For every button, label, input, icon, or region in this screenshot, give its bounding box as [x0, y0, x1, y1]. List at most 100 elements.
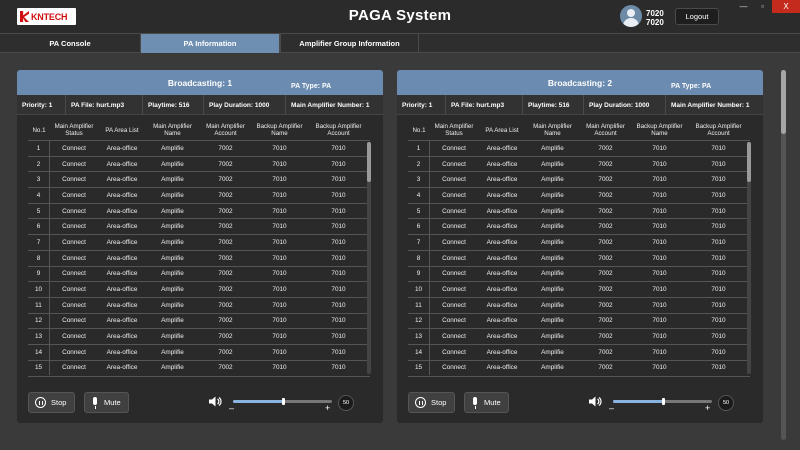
- table-cell: 7010: [711, 333, 726, 341]
- table-row[interactable]: 3 Connect Area-office Amplifie 7002 7010 7010: [28, 171, 370, 188]
- table-cell: 7010: [711, 254, 726, 262]
- table-cell: 7010: [272, 176, 287, 184]
- restore-button[interactable]: ▫: [761, 2, 764, 11]
- speaker-icon[interactable]: [208, 395, 222, 408]
- page-scrollbar-thumb[interactable]: [781, 70, 786, 134]
- tab-pa-console[interactable]: PA Console: [0, 34, 141, 53]
- table-bottom-border: [408, 376, 750, 377]
- table-row[interactable]: 13 Connect Area-office Amplifie 7002 7010 7010: [408, 328, 750, 344]
- table-cell: 15: [28, 360, 50, 376]
- pause-circle-icon: [35, 397, 46, 408]
- table-row[interactable]: 12 Connect Area-office Amplifie 7002 7010 7010: [408, 312, 750, 329]
- table-cell: Amplifie: [541, 144, 564, 152]
- table-row[interactable]: 6 Connect Area-office Amplifie 7002 7010 7010: [28, 218, 370, 235]
- volume-down-icon[interactable]: –: [609, 403, 615, 413]
- page-scrollbar[interactable]: [781, 70, 786, 440]
- table-row[interactable]: 1 Connect Area-office Amplifie 7002 7010 7010: [28, 140, 370, 156]
- playtime: Playtime: 516: [523, 95, 584, 115]
- table-cell: 7010: [272, 301, 287, 309]
- volume-up-icon[interactable]: +: [325, 403, 331, 413]
- volume-slider[interactable]: [613, 398, 712, 405]
- table-cell: Area-office: [106, 348, 138, 356]
- table-row[interactable]: 14 Connect Area-office Amplifie 7002 7010 7010: [28, 343, 370, 360]
- user-account-numbers: 7020 7020: [646, 9, 664, 27]
- table-row[interactable]: 11 Connect Area-office Amplifie 7002 7010 7010: [408, 296, 750, 313]
- main-amplifier-number: Main Amplifier Number: 1: [291, 101, 370, 109]
- tab-pa-information[interactable]: PA Information: [141, 34, 280, 53]
- mute-button[interactable]: Mute: [84, 392, 129, 413]
- minimize-button[interactable]: —: [739, 2, 748, 11]
- table-row[interactable]: 6 Connect Area-office Amplifie 7002 7010 7010: [408, 218, 750, 235]
- table-cell: 7010: [272, 191, 287, 199]
- stop-button[interactable]: Stop: [408, 392, 455, 413]
- stop-button[interactable]: Stop: [28, 392, 75, 413]
- panel-header: Broadcasting: 1 PA Type: PA: [17, 70, 383, 95]
- table-row[interactable]: 15 Connect Area-office Amplifie 7002 7010 7010: [28, 359, 370, 376]
- column-header: Main Amplifier Name: [153, 123, 192, 137]
- table-cell: Connect: [442, 317, 466, 325]
- table-cell: 7002: [218, 301, 233, 309]
- volume-up-icon[interactable]: +: [705, 403, 711, 413]
- table-row[interactable]: 14 Connect Area-office Amplifie 7002 7010 7010: [408, 343, 750, 360]
- tab-amplifier-group-information[interactable]: Amplifier Group Information: [280, 34, 419, 53]
- table-row[interactable]: 3 Connect Area-office Amplifie 7002 7010 7010: [408, 171, 750, 188]
- user-avatar-icon[interactable]: [620, 5, 642, 27]
- close-button[interactable]: X: [772, 0, 800, 13]
- table-scrollbar-thumb[interactable]: [747, 142, 751, 182]
- mute-label: Mute: [104, 398, 121, 407]
- table-cell: 7: [408, 235, 430, 250]
- stop-label: Stop: [431, 398, 447, 407]
- table-cell: Connect: [62, 144, 86, 152]
- table-cell: 3: [408, 172, 430, 188]
- table-row[interactable]: 5 Connect Area-office Amplifie 7002 7010 7010: [28, 202, 370, 219]
- table-row[interactable]: 8 Connect Area-office Amplifie 7002 7010 7010: [408, 249, 750, 266]
- table-row[interactable]: 4 Connect Area-office Amplifie 7002 7010 7010: [408, 187, 750, 203]
- table-cell: Amplifie: [541, 160, 564, 168]
- table-scrollbar[interactable]: [747, 142, 751, 374]
- table-cell: 1: [408, 141, 430, 156]
- speaker-icon[interactable]: [588, 395, 602, 408]
- table-cell: 7010: [652, 317, 667, 325]
- table-cell: Area-office: [486, 364, 518, 372]
- table-row[interactable]: 12 Connect Area-office Amplifie 7002 7010 7010: [28, 312, 370, 329]
- table-cell: 7010: [331, 333, 346, 341]
- table-row[interactable]: 7 Connect Area-office Amplifie 7002 7010 7010: [28, 234, 370, 250]
- table-row[interactable]: 9 Connect Area-office Amplifie 7002 7010 7010: [28, 265, 370, 282]
- table-row[interactable]: 7 Connect Area-office Amplifie 7002 7010 7010: [408, 234, 750, 250]
- table-row[interactable]: 5 Connect Area-office Amplifie 7002 7010 7010: [408, 202, 750, 219]
- table-row[interactable]: 1 Connect Area-office Amplifie 7002 7010 7010: [408, 140, 750, 156]
- table-header: No.1 Main Amplifier Status PA Area List …: [408, 120, 750, 140]
- table-row[interactable]: 2 Connect Area-office Amplifie 7002 7010 7010: [28, 155, 370, 172]
- table-cell: Area-office: [486, 286, 518, 294]
- table-scrollbar-thumb[interactable]: [367, 142, 371, 182]
- table-cell: Connect: [62, 333, 86, 341]
- table-row[interactable]: 4 Connect Area-office Amplifie 7002 7010 7010: [28, 187, 370, 203]
- table-cell: 7010: [331, 301, 346, 309]
- table-row[interactable]: 13 Connect Area-office Amplifie 7002 7010 7010: [28, 328, 370, 344]
- table-row[interactable]: 9 Connect Area-office Amplifie 7002 7010 7010: [408, 265, 750, 282]
- table-cell: 7010: [711, 160, 726, 168]
- table-cell: Area-office: [106, 270, 138, 278]
- mute-button[interactable]: Mute: [464, 392, 509, 413]
- table-row[interactable]: 10 Connect Area-office Amplifie 7002 7010 7010: [408, 281, 750, 297]
- table-cell: Area-office: [106, 301, 138, 309]
- table-cell: 7002: [598, 270, 613, 278]
- volume-slider-knob[interactable]: [281, 398, 285, 405]
- table-cell: Connect: [62, 301, 86, 309]
- table-cell: 7002: [598, 160, 613, 168]
- pa-file: PA File: hurt.mp3: [446, 95, 523, 115]
- table-cell: Amplifie: [541, 238, 564, 246]
- table-row[interactable]: 15 Connect Area-office Amplifie 7002 7010 7010: [408, 359, 750, 376]
- table-row[interactable]: 2 Connect Area-office Amplifie 7002 7010 7010: [408, 155, 750, 172]
- table-row[interactable]: 11 Connect Area-office Amplifie 7002 7010 7010: [28, 296, 370, 313]
- table-scrollbar[interactable]: [367, 142, 371, 374]
- table-cell: 7002: [218, 270, 233, 278]
- table-row[interactable]: 8 Connect Area-office Amplifie 7002 7010 7010: [28, 249, 370, 266]
- table-cell: 7002: [218, 364, 233, 372]
- logout-button[interactable]: Logout: [675, 8, 719, 25]
- volume-slider-knob[interactable]: [661, 398, 665, 405]
- logo-text: KNTECH: [31, 11, 68, 22]
- volume-down-icon[interactable]: –: [229, 403, 235, 413]
- table-row[interactable]: 10 Connect Area-office Amplifie 7002 7010 7010: [28, 281, 370, 297]
- volume-slider[interactable]: [233, 398, 332, 405]
